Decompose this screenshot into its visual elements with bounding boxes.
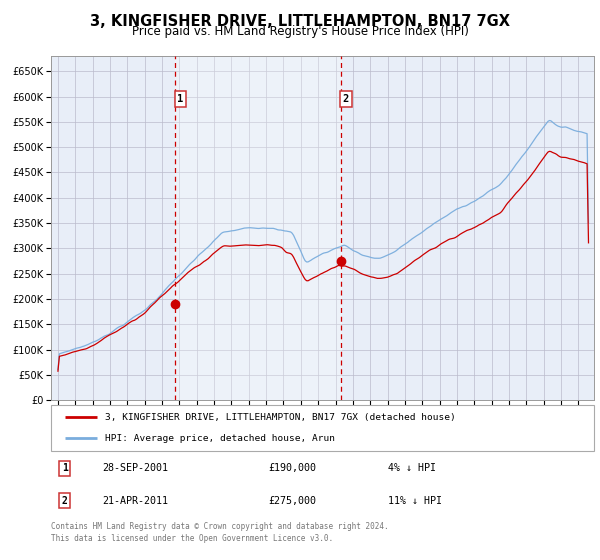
Text: 4% ↓ HPI: 4% ↓ HPI xyxy=(388,464,436,473)
FancyBboxPatch shape xyxy=(51,405,594,451)
Text: 11% ↓ HPI: 11% ↓ HPI xyxy=(388,496,442,506)
Text: £275,000: £275,000 xyxy=(268,496,316,506)
Text: 1: 1 xyxy=(62,464,68,473)
Text: 28-SEP-2001: 28-SEP-2001 xyxy=(103,464,169,473)
Text: Contains HM Land Registry data © Crown copyright and database right 2024.
This d: Contains HM Land Registry data © Crown c… xyxy=(51,522,389,543)
Bar xyxy=(175,56,341,400)
Text: 1: 1 xyxy=(177,94,184,104)
Text: HPI: Average price, detached house, Arun: HPI: Average price, detached house, Arun xyxy=(106,434,335,443)
Text: £190,000: £190,000 xyxy=(268,464,316,473)
Text: 2: 2 xyxy=(62,496,68,506)
Text: 3, KINGFISHER DRIVE, LITTLEHAMPTON, BN17 7GX: 3, KINGFISHER DRIVE, LITTLEHAMPTON, BN17… xyxy=(90,14,510,29)
Text: 2: 2 xyxy=(343,94,349,104)
Text: 21-APR-2011: 21-APR-2011 xyxy=(103,496,169,506)
Text: 3, KINGFISHER DRIVE, LITTLEHAMPTON, BN17 7GX (detached house): 3, KINGFISHER DRIVE, LITTLEHAMPTON, BN17… xyxy=(106,413,456,422)
Text: Price paid vs. HM Land Registry's House Price Index (HPI): Price paid vs. HM Land Registry's House … xyxy=(131,25,469,38)
